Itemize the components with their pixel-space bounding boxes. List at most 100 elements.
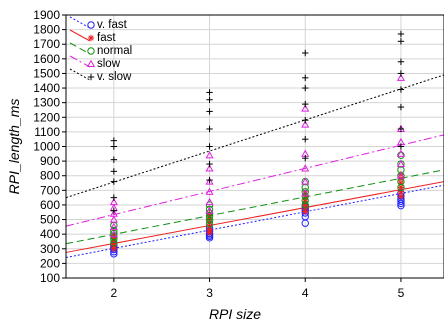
data-point-vslow (302, 49, 309, 57)
y-tick-label: 500 (40, 213, 60, 227)
data-point-slow (205, 197, 214, 206)
data-point-normal (301, 188, 309, 196)
data-point-slow (301, 104, 310, 112)
legend-label: v. fast (97, 19, 128, 31)
x-tick-label: 4 (302, 286, 309, 300)
y-tick-label: 600 (40, 198, 60, 212)
fit-line-slow (65, 134, 444, 227)
data-point-slow (109, 229, 118, 238)
fit-line-vfast (65, 184, 444, 259)
x-axis-title: RPI size (209, 306, 261, 322)
data-point-slow (301, 120, 310, 128)
data-point-vslow (302, 84, 309, 92)
y-tick-label: 900 (40, 154, 60, 168)
data-point-vslow (302, 100, 309, 108)
data-point-vslow (302, 117, 309, 124)
data-point-slow (205, 187, 214, 195)
data-point-slow (109, 197, 118, 206)
data-point-normal (205, 220, 214, 228)
data-point-normal (205, 216, 214, 224)
data-points-layer (109, 30, 405, 258)
data-point-slow (205, 164, 214, 172)
data-point-slow (205, 206, 214, 214)
data-point-vslow (206, 125, 213, 133)
data-point-vslow (110, 143, 118, 150)
data-point-normal (397, 151, 405, 159)
data-point-slow (109, 209, 118, 217)
data-point-slow (205, 177, 214, 185)
y-tick-label: 1200 (33, 110, 60, 124)
y-tick-label: 300 (40, 242, 60, 256)
data-point-vslow (206, 108, 213, 115)
data-point-normal (301, 196, 309, 205)
legend-line (69, 16, 91, 29)
x-tick-label: 2 (111, 286, 118, 300)
legend-label: v. slow (97, 71, 132, 83)
y-tick-label: 1900 (33, 8, 60, 22)
legend-marker (87, 34, 95, 42)
legend-marker (87, 21, 95, 29)
data-point-vslow (110, 137, 118, 144)
legend-label: fast (97, 32, 116, 44)
y-tick-label: 1500 (33, 66, 60, 80)
legend-line (69, 42, 91, 55)
data-point-slow (301, 164, 310, 172)
y-tick-label: 1300 (33, 96, 60, 110)
y-tick-label: 1600 (33, 52, 60, 66)
data-point-vslow (206, 143, 213, 150)
data-point-vslow (110, 178, 118, 185)
data-point-vslow (397, 143, 405, 150)
data-point-slow (396, 171, 405, 179)
data-point-vslow (302, 74, 309, 82)
data-point-vslow (110, 207, 118, 214)
data-point-vslow (206, 160, 213, 168)
data-point-vslow (397, 125, 405, 133)
legend-marker (87, 73, 95, 81)
data-point-slow (301, 189, 310, 197)
y-tick-label: 700 (40, 183, 60, 197)
legend-marker (87, 47, 95, 55)
data-point-slow (301, 177, 310, 185)
data-point-slow (205, 151, 214, 159)
data-point-vslow (397, 86, 405, 93)
data-point-vslow (302, 154, 309, 162)
legend-line (69, 55, 91, 68)
data-point-vslow (110, 156, 118, 163)
y-tick-label: 1100 (34, 125, 60, 139)
data-point-normal (301, 201, 309, 209)
data-point-fast (397, 184, 405, 191)
y-tick-label: 1400 (33, 81, 60, 95)
fit-line-fast (65, 181, 444, 253)
legend-line (69, 29, 91, 42)
data-point-normal (397, 183, 405, 192)
data-point-vslow (302, 135, 309, 143)
data-point-slow (109, 222, 118, 230)
data-point-vslow (206, 96, 213, 103)
data-point-vfast (397, 199, 405, 208)
data-point-vslow (397, 38, 405, 45)
data-point-vslow (110, 194, 118, 201)
legend-line (69, 68, 91, 81)
data-point-slow (396, 149, 405, 157)
legend-marker (86, 59, 96, 68)
y-tick-label: 1000 (33, 140, 60, 154)
grid-layer (66, 14, 444, 279)
fit-line-normal (65, 169, 444, 245)
data-point-vslow (397, 30, 405, 38)
data-point-vslow (397, 70, 405, 77)
y-tick-label: 200 (40, 256, 60, 270)
fit-lines-layer (65, 74, 444, 259)
tick-layer: 1002003004005006007008009001000110012001… (33, 8, 404, 300)
legend-label: slow (97, 58, 121, 70)
data-point-vslow (206, 89, 213, 96)
data-point-vslow (110, 168, 118, 175)
y-axis-title: RPI_length_ms (6, 99, 22, 195)
data-point-slow (396, 73, 405, 81)
data-point-normal (110, 226, 118, 235)
legend-label: normal (97, 45, 132, 57)
x-tick-label: 3 (206, 286, 213, 300)
data-point-vslow (206, 176, 213, 184)
data-point-normal (205, 205, 214, 214)
